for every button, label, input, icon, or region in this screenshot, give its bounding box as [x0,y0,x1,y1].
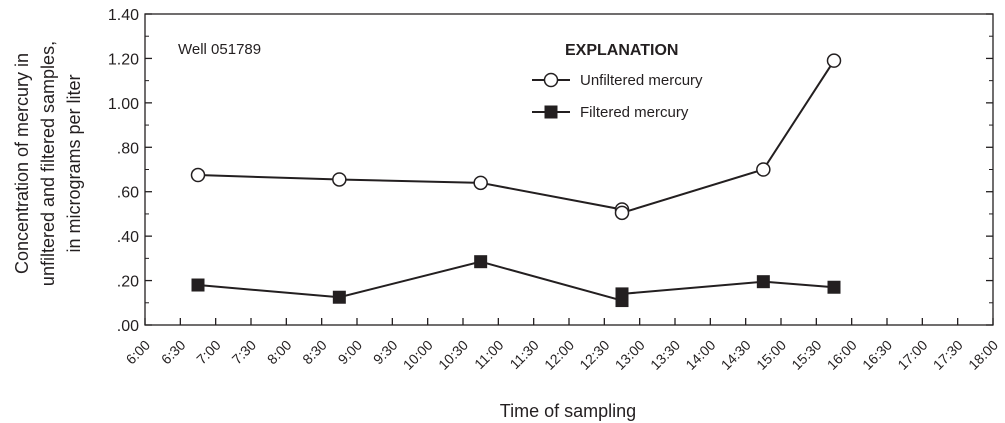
unfiltered-mercury-point [473,175,488,191]
x-axis: 6:00 6:30 7:00 7:30 8:00 8:30 9:00 9:30 10:00 10:… [123,318,1001,373]
legend-marker [544,105,558,119]
legend-marker [543,72,559,88]
y-axis-label-line: unfiltered and filtered samples, [38,41,58,286]
filtered-mercury-point [615,287,629,301]
x-tick-label: 16:00 [824,337,860,373]
x-tick-label: 12:00 [541,337,577,373]
x-tick-label: 16:30 [859,337,895,373]
y-tick-label: .20 [117,274,139,291]
filtered-mercury-point [474,255,488,269]
y-tick-label: .40 [117,229,139,246]
x-tick-label: 7:30 [229,337,260,368]
y-axis-label-line: Concentration of mercury in [12,53,32,274]
y-tick-label: 1.20 [108,51,139,68]
x-tick-label: 11:30 [506,337,542,373]
legend-item-filtered-mercury: Filtered mercury [532,104,689,121]
x-tick-label: 8:00 [264,337,295,368]
x-tick-label: 9:00 [335,337,366,368]
y-tick-label: 1.00 [108,96,139,113]
unfiltered-mercury-point [614,205,630,221]
filtered-mercury-point [191,278,205,292]
x-tick-label: 15:00 [753,337,789,373]
x-tick-label: 6:00 [123,337,154,368]
filtered-mercury-point [332,290,346,304]
legend-item-unfiltered-mercury: Unfiltered mercury [532,72,703,89]
x-tick-label: 14:00 [682,337,718,373]
x-tick-label: 7:00 [193,337,224,368]
unfiltered-mercury-series [190,53,842,221]
unfiltered-mercury-point [190,167,206,183]
legend-title: EXPLANATION [565,42,678,59]
y-tick-label: .60 [117,185,139,202]
legend-label: Unfiltered mercury [580,72,703,89]
x-tick-label: 17:30 [930,337,966,373]
y-axis-label-line: in micrograms per liter [64,74,84,252]
x-axis-label: Time of sampling [500,401,636,421]
legend-label: Filtered mercury [580,104,689,121]
plot-frame [144,13,994,326]
filtered-mercury-point [827,280,841,294]
filtered-mercury-point [756,275,770,289]
x-tick-label: 11:00 [471,337,507,373]
y-tick-label: 1.40 [108,7,139,24]
unfiltered-mercury-point [756,162,771,177]
unfiltered-mercury-line [197,60,835,215]
x-tick-label: 15:30 [788,337,824,373]
legend: EXPLANATION Unfiltered mercury Filtered m… [532,42,703,121]
x-tick-label: 18:00 [965,337,1001,373]
x-tick-label: 13:00 [612,337,648,373]
y-axis-label: Concentration of mercury in unfiltered an… [12,41,84,286]
x-tick-label: 6:30 [158,337,189,368]
y-axis: .00 .20 .40 .60 .80 1.00 1.20 1.40 [108,7,993,335]
series-layer [190,53,842,308]
y-tick-label: .00 [117,318,139,335]
y-tick-label: .80 [117,140,139,157]
well-annotation: Well 051789 [178,41,261,58]
filtered-mercury-line [197,260,835,302]
filtered-mercury-series [191,255,841,308]
x-tick-label: 8:30 [299,337,330,368]
x-tick-label: 9:30 [370,337,401,368]
x-tick-label: 17:00 [894,337,930,373]
unfiltered-mercury-point [332,172,347,187]
x-tick-label: 12:30 [576,337,612,373]
x-tick-label: 10:30 [435,337,471,373]
x-tick-label: 14:30 [718,337,754,373]
x-tick-label: 10:00 [400,337,436,373]
x-tick-label: 13:30 [647,337,683,373]
unfiltered-mercury-point [826,53,842,68]
